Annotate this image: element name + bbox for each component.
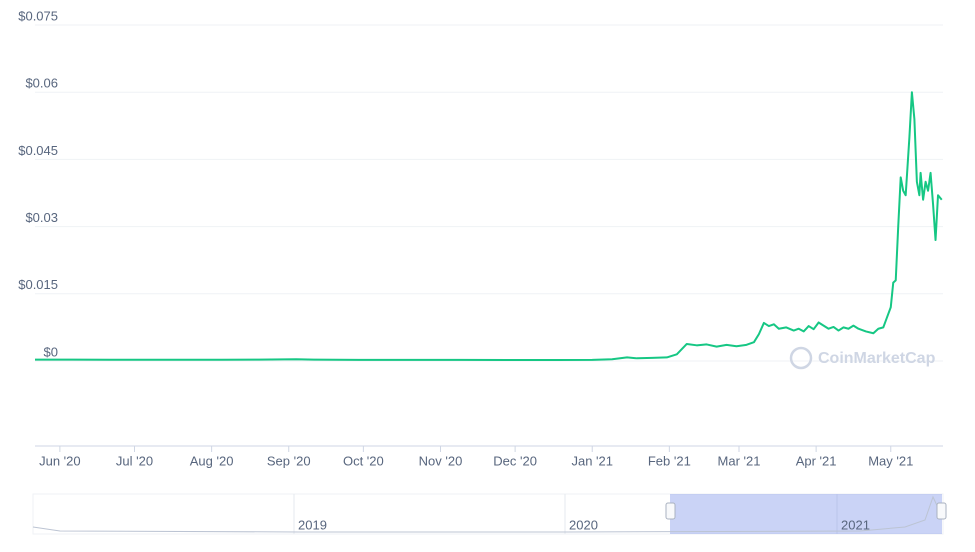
x-tick-label: Feb '21 (648, 453, 691, 468)
price-line (35, 91, 943, 362)
x-tick-label: Oct '20 (343, 453, 384, 468)
navigator-handle[interactable] (665, 502, 676, 520)
x-tick-label: Jan '21 (571, 453, 613, 468)
x-tick-label: May '21 (868, 453, 913, 468)
x-tick-label: Mar '21 (718, 453, 761, 468)
navigator-selection[interactable] (670, 494, 942, 534)
y-tick-label: $0.03 (25, 210, 58, 225)
navigator-line (32, 495, 941, 533)
x-tick-label: Nov '20 (419, 453, 463, 468)
y-tick-label: $0.075 (18, 8, 58, 23)
navigator-label: 2020 (569, 517, 598, 532)
navigator: 2019 2020 2021 (32, 493, 947, 535)
x-tick-label: Apr '21 (796, 453, 837, 468)
x-tick-label: Jul '20 (116, 453, 153, 468)
y-tick-label: $0 (44, 344, 58, 359)
navigator-label: 2019 (298, 517, 327, 532)
y-tick-label: $0.045 (18, 143, 58, 158)
x-tick-label: Sep '20 (267, 453, 311, 468)
y-tick-label: $0.06 (25, 76, 58, 91)
watermark: CoinMarketCap (789, 346, 936, 370)
x-tick-label: Aug '20 (190, 453, 234, 468)
x-tick-label: Jun '20 (39, 453, 81, 468)
y-tick-label: $0.015 (18, 277, 58, 292)
navigator-label: 2021 (841, 517, 870, 532)
navigator-handle[interactable] (936, 502, 947, 520)
watermark-text: CoinMarketCap (818, 350, 936, 367)
x-tick-label: Dec '20 (493, 453, 537, 468)
